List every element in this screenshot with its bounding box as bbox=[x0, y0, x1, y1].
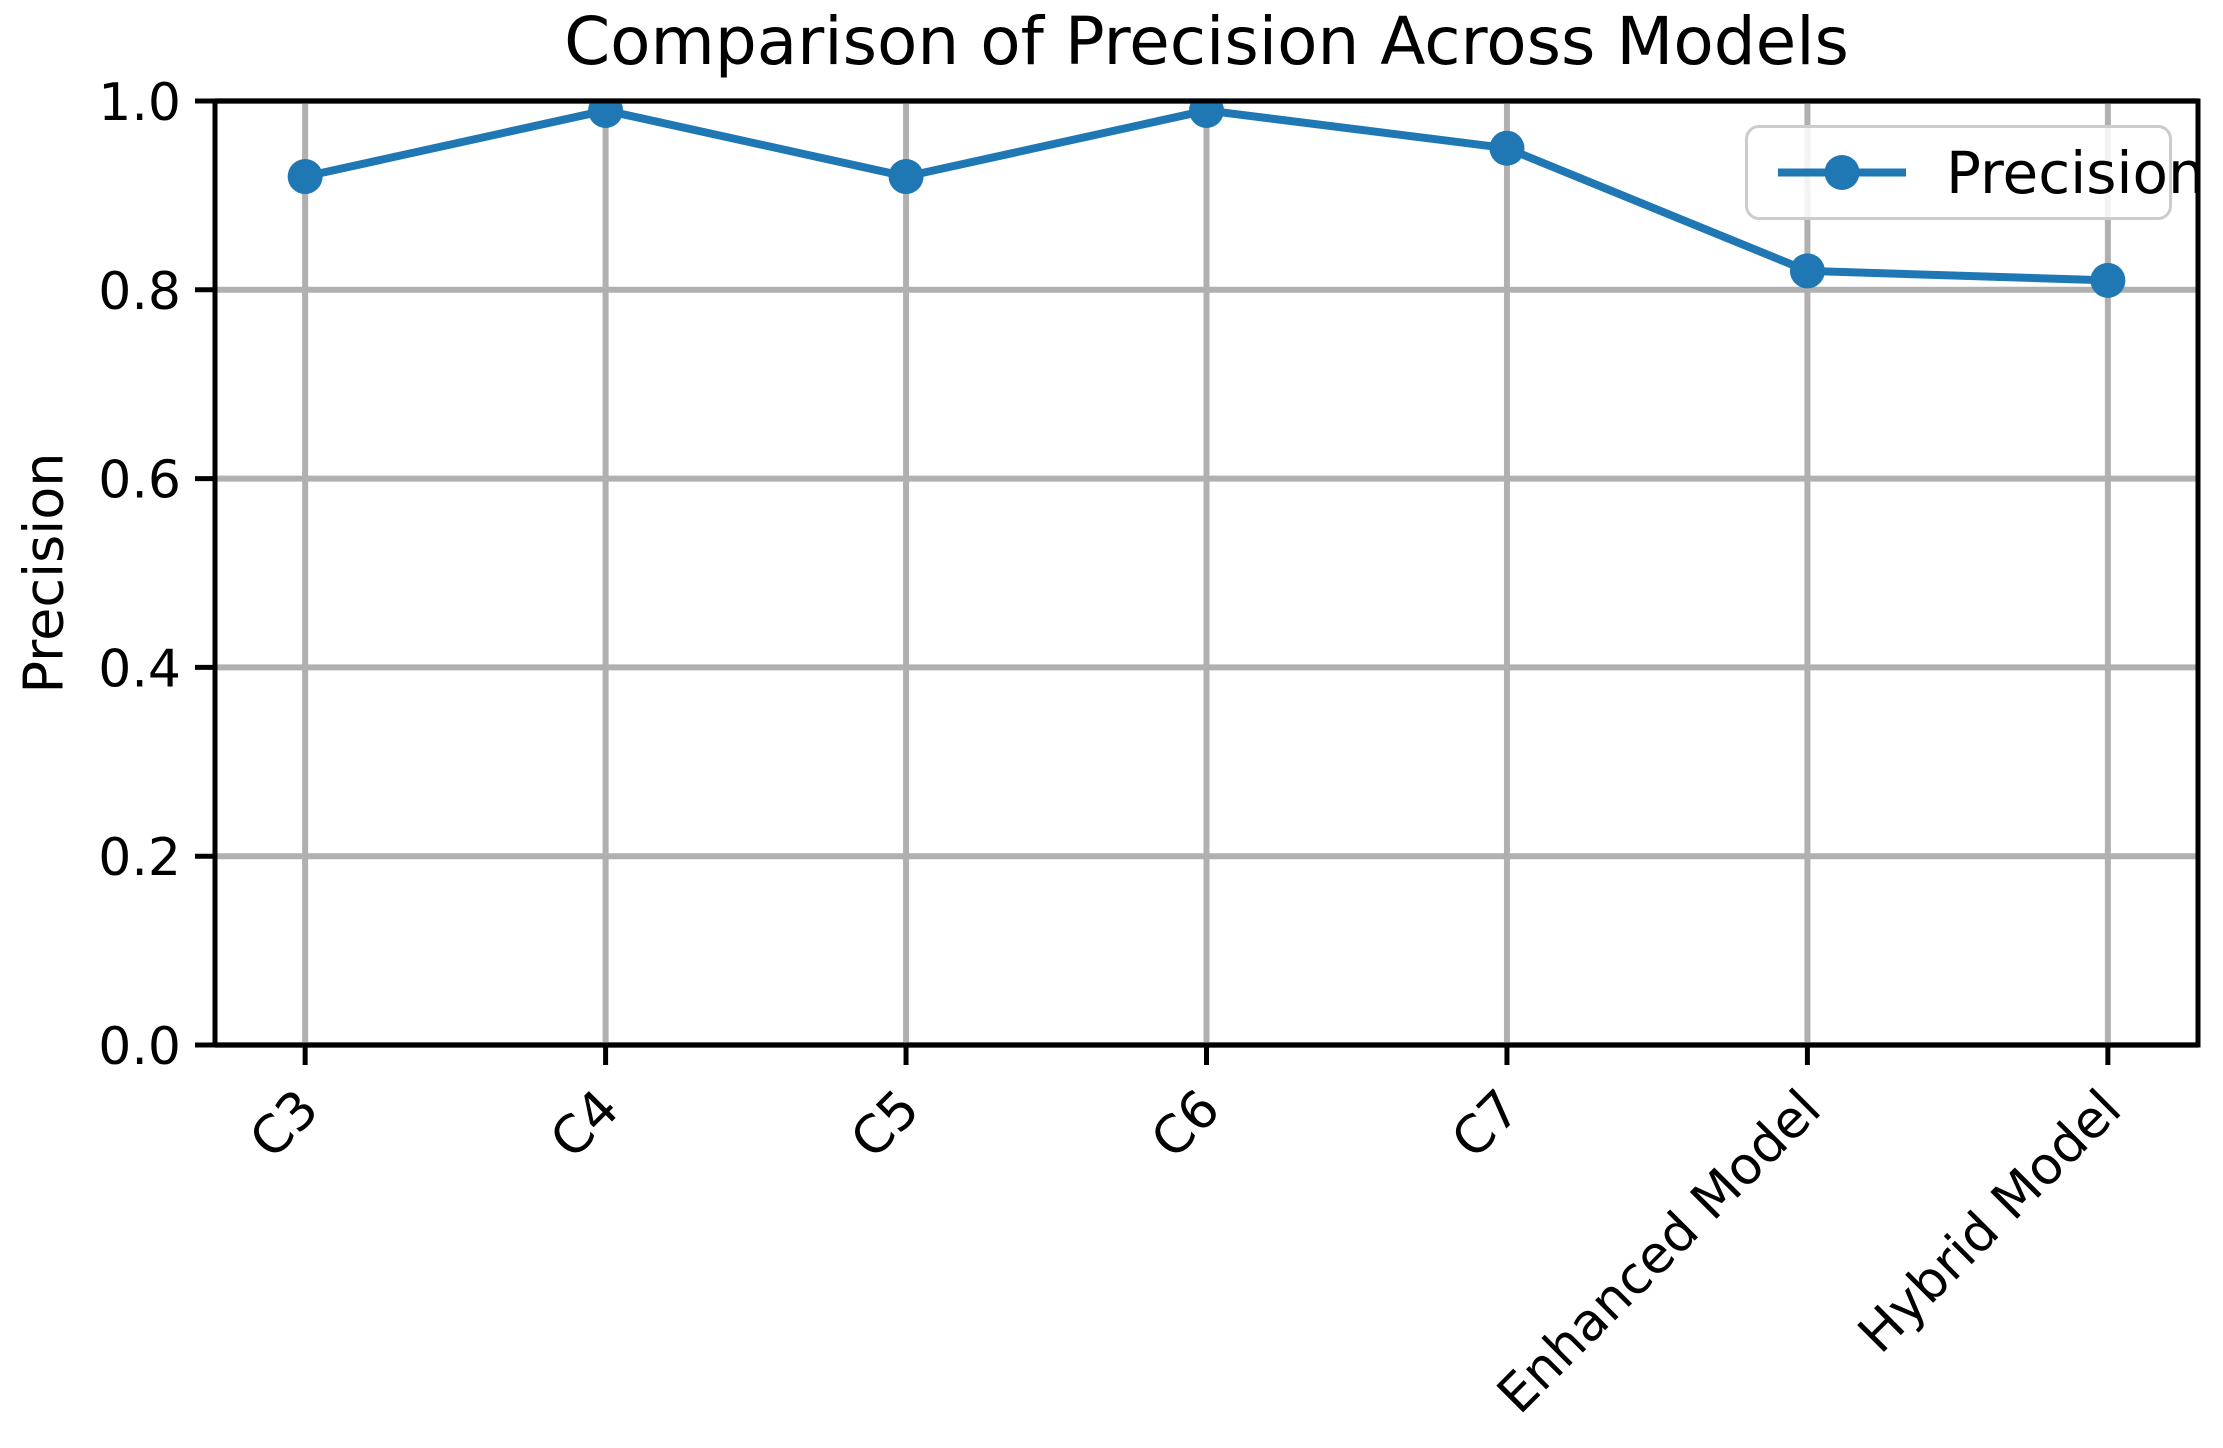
data-point bbox=[2090, 262, 2126, 298]
x-tick-label: C7 bbox=[1441, 1079, 1533, 1171]
x-tick-label: Enhanced Model bbox=[1486, 1079, 1832, 1425]
legend-line-marker-swatch bbox=[1778, 155, 1906, 190]
data-point bbox=[1789, 253, 1825, 289]
data-point bbox=[888, 159, 924, 195]
x-tick-label: C4 bbox=[539, 1079, 631, 1171]
y-tick-label: 0.4 bbox=[98, 639, 181, 699]
y-tick-label: 0.2 bbox=[98, 828, 181, 888]
y-tick-label: 1.0 bbox=[98, 73, 181, 133]
legend-entry-label: Precision bbox=[1946, 138, 2205, 207]
y-tick-label: 0.8 bbox=[98, 262, 181, 322]
chart-title: Comparison of Precision Across Models bbox=[564, 3, 1849, 80]
x-tick-label: C6 bbox=[1140, 1079, 1232, 1171]
data-point bbox=[287, 159, 323, 195]
data-point bbox=[588, 101, 624, 128]
x-tick-label: C3 bbox=[239, 1079, 331, 1171]
x-tick-label: C5 bbox=[840, 1079, 932, 1171]
data-point bbox=[1489, 130, 1525, 166]
legend-marker-sample bbox=[1824, 155, 1860, 190]
y-tick-label: 0.6 bbox=[98, 451, 181, 511]
y-axis-label: Precision bbox=[12, 452, 76, 694]
data-point bbox=[1189, 101, 1224, 128]
x-tick-label: Hybrid Model bbox=[1847, 1079, 2133, 1365]
legend: Precision bbox=[1745, 125, 2205, 220]
y-tick-label: 0.0 bbox=[98, 1017, 181, 1077]
